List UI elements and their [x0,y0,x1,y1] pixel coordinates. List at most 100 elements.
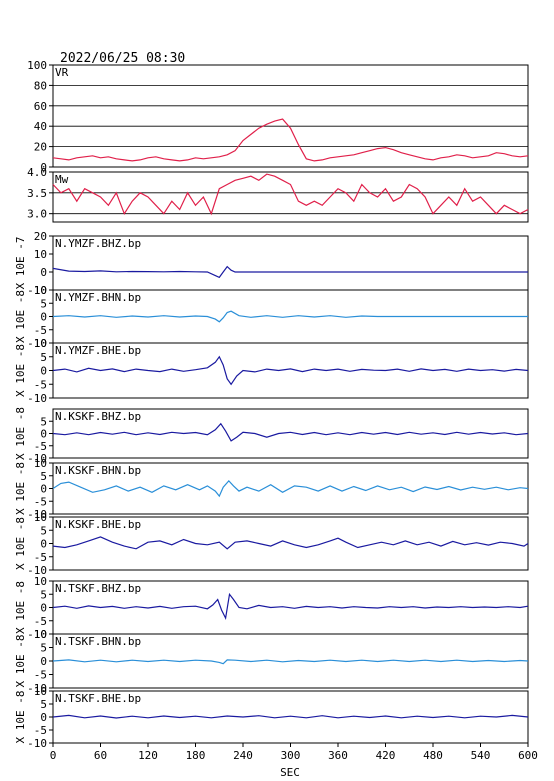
vr-ytick-label: 100 [27,59,47,72]
kskf-bhn-ytick-label: -10 [27,508,47,521]
ymzf-bhn-panel-label: N.YMZF.BHN.bp [55,291,141,304]
tskf-bhz-ytick-label: 0 [40,602,47,615]
kskf-bhz-series-line [52,422,529,442]
ymzf-bhz-ytick-label: 20 [34,230,47,243]
vr-frame [52,64,529,168]
ymzf-bhe-ytick-label: 10 [34,337,47,350]
kskf-bhn-ytick-label: 10 [34,457,47,470]
x-tick-label: 0 [50,749,57,762]
mw-panel-label: Mw [55,173,69,186]
ymzf-bhn-unit-label: X 10E -8 [14,290,27,343]
kskf-bhz-panel-label: N.KSKF.BHZ.bp [55,410,141,423]
ymzf-bhn-ytick-label: -5 [34,324,47,337]
kskf-bhe-ytick-label: 0 [40,538,47,551]
mw-ytick-label: 3.5 [27,187,47,200]
ymzf-bhn-ytick-label: -10 [27,337,47,350]
kskf-bhn-series-line [52,480,529,498]
kskf-bhz-ytick-label: -5 [34,440,47,453]
tskf-bhz-unit-label: X 10E -8 [14,581,27,634]
tskf-bhe-unit-label: X 10E -8 [14,691,27,744]
x-tick-label: 60 [94,749,107,762]
tskf-bhz-ytick-label: 10 [34,575,47,588]
tskf-bhz-ytick-label: -5 [34,615,47,628]
ymzf-bhn-ytick-label: 0 [40,311,47,324]
ymzf-bhz-unit-label: X 10E -7 [14,237,27,290]
kskf-bhe-ytick-label: -10 [27,564,47,577]
ymzf-bhe-series-line [52,355,529,386]
tskf-bhe-panel-label: N.TSKF.BHE.bp [55,692,141,705]
x-tick-label: 120 [138,749,158,762]
x-tick-label: 360 [328,749,348,762]
tskf-bhn-ytick-label: 10 [34,628,47,641]
kskf-bhe-series-line [52,536,529,550]
vr-ytick-label: 20 [34,141,47,154]
x-axis-title: SEC [280,766,300,779]
x-tick-label: 480 [423,749,443,762]
tskf-bhe-ytick-label: 0 [40,711,47,724]
tskf-bhz-ytick-label: -10 [27,628,47,641]
x-tick-label: 600 [518,749,538,762]
x-tick-label: 420 [376,749,396,762]
kskf-bhe-ytick-label: 5 [40,524,47,537]
mw-ytick-label: 3.0 [27,208,47,221]
kskf-bhe-unit-label: X 10E -8 [14,517,27,570]
ymzf-bhe-ytick-label: -5 [34,378,47,391]
ymzf-bhe-ytick-label: 5 [40,351,47,364]
x-tick-label: 180 [186,749,206,762]
tskf-bhz-panel-label: N.TSKF.BHZ.bp [55,582,141,595]
vr-series-line [52,118,529,162]
ymzf-bhe-ytick-label: 0 [40,365,47,378]
chart-title: 2022/06/25 08:30 [60,51,185,66]
mw-ytick-label: 4.0 [27,166,47,179]
ymzf-bhn-ytick-label: 5 [40,297,47,310]
tskf-bhz-ytick-label: 5 [40,588,47,601]
kskf-bhz-ytick-label: 0 [40,428,47,441]
mw-frame [52,171,529,223]
kskf-bhn-ytick-label: -5 [34,495,47,508]
ymzf-bhe-panel-label: N.YMZF.BHE.bp [55,344,141,357]
tskf-bhn-series-line [52,659,529,665]
ymzf-bhn-series-line [52,310,528,323]
kskf-bhe-ytick-label: 10 [34,511,47,524]
ymzf-bhz-ytick-label: 10 [34,248,47,261]
kskf-bhn-panel-label: N.KSKF.BHN.bp [55,464,141,477]
kskf-bhe-panel-label: N.KSKF.BHE.bp [55,518,141,531]
ymzf-bhz-panel-label: N.YMZF.BHZ.bp [55,237,141,250]
tskf-bhe-ytick-label: -10 [27,737,47,750]
kskf-bhn-unit-label: X 10E -8 [14,462,27,515]
kskf-bhz-ytick-label: -10 [27,452,47,465]
vr-ytick-label: 0 [40,161,47,174]
tskf-bhn-ytick-label: -10 [27,682,47,695]
kskf-bhz-ytick-label: 5 [40,415,47,428]
x-tick-label: 300 [281,749,301,762]
mw-series-line [52,173,529,216]
vr-ytick-label: 40 [34,120,47,133]
tskf-bhn-panel-label: N.TSKF.BHN.bp [55,635,141,648]
tskf-bhn-ytick-label: 0 [40,655,47,668]
vr-ytick-label: 80 [34,79,47,92]
tskf-bhe-series-line [52,714,529,719]
tskf-bhn-unit-label: X 10E -8 [14,635,27,688]
tskf-bhe-ytick-label: -5 [34,724,47,737]
tskf-bhn-ytick-label: 5 [40,642,47,655]
kskf-bhn-ytick-label: 0 [40,483,47,496]
vr-ytick-label: 60 [34,100,47,113]
kskf-bhe-ytick-label: -5 [34,551,47,564]
kskf-bhz-unit-label: X 10E -8 [14,407,27,460]
x-tick-label: 540 [471,749,491,762]
tskf-bhe-ytick-label: 10 [34,685,47,698]
kskf-bhn-ytick-label: 5 [40,470,47,483]
ymzf-bhe-unit-label: X 10E -8 [14,344,27,397]
tskf-bhn-ytick-label: -5 [34,669,47,682]
ymzf-bhe-ytick-label: -10 [27,392,47,405]
ymzf-bhz-ytick-label: 0 [40,266,47,279]
vr-panel-label: VR [55,66,69,79]
ymzf-bhz-ytick-label: -10 [27,284,47,297]
x-tick-label: 240 [233,749,253,762]
tskf-bhz-series-line [52,592,529,621]
ymzf-bhn-ytick-label: 10 [34,284,47,297]
ymzf-bhz-series-line [52,265,528,279]
tskf-bhe-ytick-label: 5 [40,698,47,711]
